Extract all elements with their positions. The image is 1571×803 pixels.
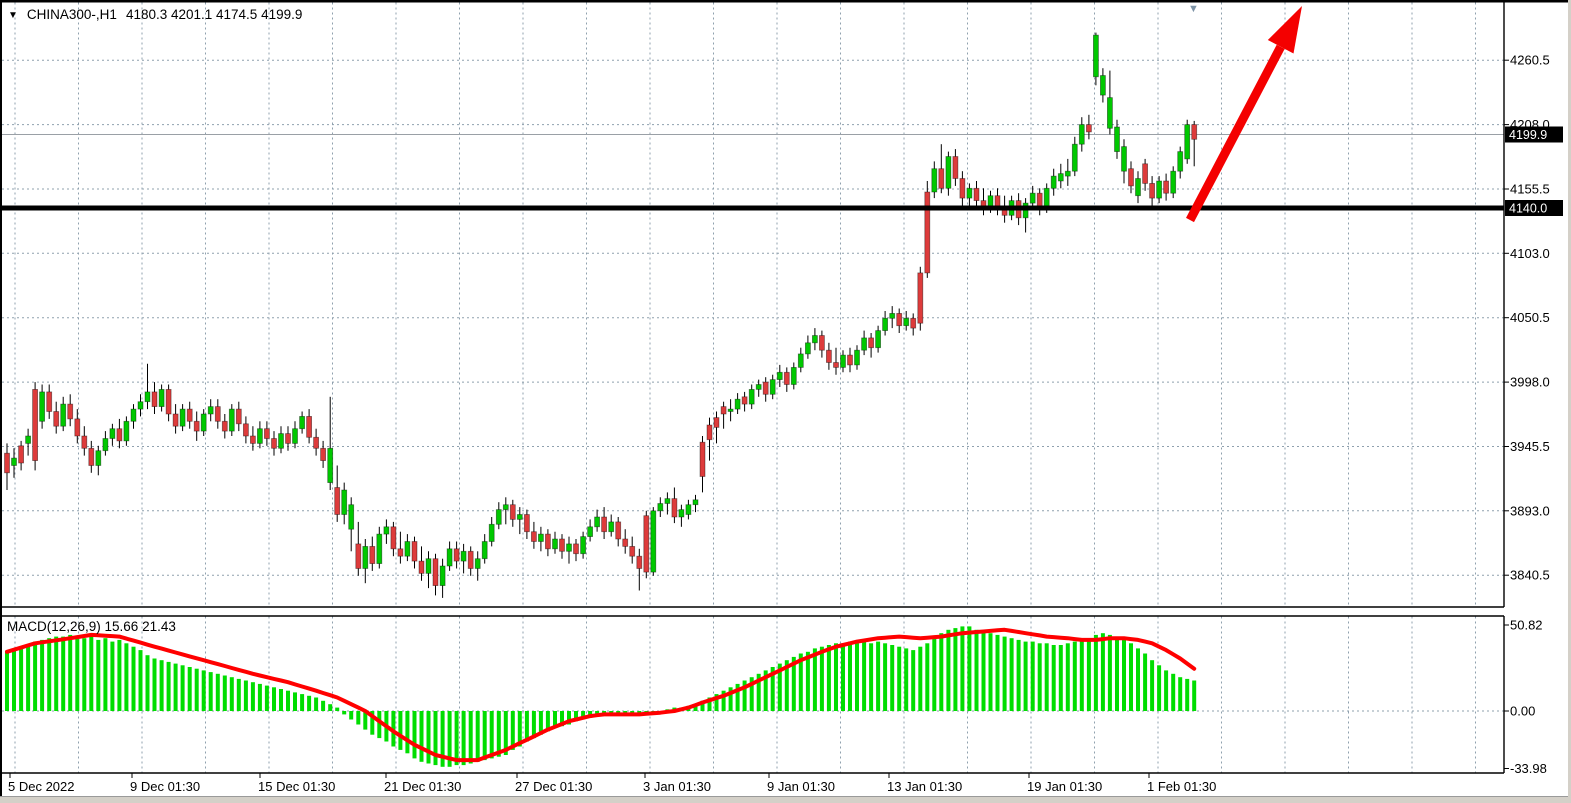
svg-text:3 Jan 01:30: 3 Jan 01:30 <box>643 779 711 794</box>
candles-layer <box>4 32 1198 598</box>
svg-text:3893.0: 3893.0 <box>1510 503 1550 518</box>
time-axis-labels: 5 Dec 2022 9 Dec 01:30 15 Dec 01:30 21 Dec … <box>8 773 1216 794</box>
svg-text:21 Dec 01:30: 21 Dec 01:30 <box>384 779 461 794</box>
grid-layer <box>2 2 1504 773</box>
svg-text:4199.9: 4199.9 <box>1509 128 1547 142</box>
time-axis[interactable] <box>2 774 1504 796</box>
svg-text:13 Jan 01:30: 13 Jan 01:30 <box>887 779 962 794</box>
trend-arrow[interactable] <box>1186 6 1302 223</box>
panel-borders <box>0 2 1505 774</box>
support-line-badge: 4140.0 <box>1505 200 1563 216</box>
price-axis[interactable] <box>1505 2 1567 773</box>
svg-text:4140.0: 4140.0 <box>1509 202 1547 216</box>
svg-text:-33.98: -33.98 <box>1510 761 1547 776</box>
svg-text:4050.5: 4050.5 <box>1510 310 1550 325</box>
svg-text:50.82: 50.82 <box>1510 618 1543 633</box>
svg-text:3945.5: 3945.5 <box>1510 439 1550 454</box>
svg-text:9 Jan 01:30: 9 Jan 01:30 <box>767 779 835 794</box>
symbol-dropdown-icon[interactable]: ▼ <box>8 9 18 21</box>
svg-text:15 Dec 01:30: 15 Dec 01:30 <box>258 779 335 794</box>
svg-text:3840.5: 3840.5 <box>1510 568 1550 583</box>
macd-indicator-label: MACD(12,26,9) 15.66 21.43 <box>7 619 176 634</box>
svg-text:0.00: 0.00 <box>1510 704 1535 719</box>
current-price-badge: 4199.9 <box>1505 126 1563 143</box>
macd-histogram <box>5 626 1197 767</box>
macd-signal-line <box>5 627 1197 763</box>
symbol-timeframe-label: CHINA300-,H1 <box>26 7 117 22</box>
svg-text:27 Dec 01:30: 27 Dec 01:30 <box>515 779 592 794</box>
svg-text:4155.5: 4155.5 <box>1510 182 1550 197</box>
svg-text:4260.5: 4260.5 <box>1510 53 1550 68</box>
svg-text:3998.0: 3998.0 <box>1510 375 1550 390</box>
svg-text:4103.0: 4103.0 <box>1510 246 1550 261</box>
svg-text:9 Dec 01:30: 9 Dec 01:30 <box>130 779 200 794</box>
scroll-to-end-marker-icon[interactable]: ▼ <box>1188 3 1199 15</box>
chart-title-bar: ▼ CHINA300-,H1 4180.3 4201.1 4174.5 4199… <box>8 7 302 22</box>
svg-text:19 Jan 01:30: 19 Jan 01:30 <box>1027 779 1102 794</box>
ohlc-readout: 4180.3 4201.1 4174.5 4199.9 <box>125 7 303 22</box>
svg-text:5 Dec 2022: 5 Dec 2022 <box>8 779 75 794</box>
svg-text:1 Feb 01:30: 1 Feb 01:30 <box>1147 779 1216 794</box>
